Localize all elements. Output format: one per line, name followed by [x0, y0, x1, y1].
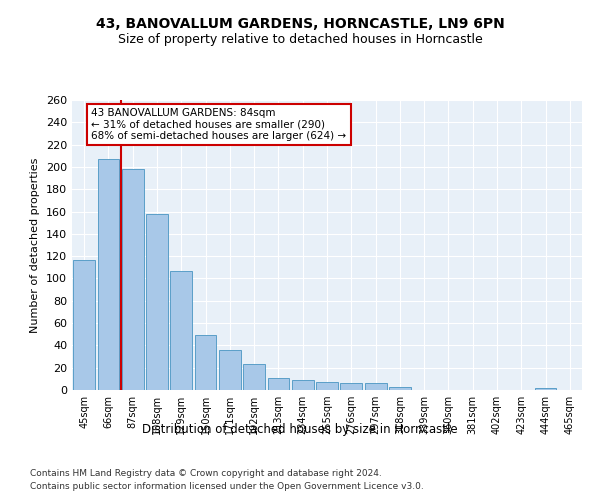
Bar — [73, 260, 95, 390]
Bar — [97, 159, 119, 390]
Bar — [146, 214, 168, 390]
Bar — [292, 380, 314, 390]
Text: Contains HM Land Registry data © Crown copyright and database right 2024.: Contains HM Land Registry data © Crown c… — [30, 469, 382, 478]
Bar — [535, 388, 556, 390]
Bar — [243, 364, 265, 390]
Y-axis label: Number of detached properties: Number of detached properties — [31, 158, 40, 332]
Text: Size of property relative to detached houses in Horncastle: Size of property relative to detached ho… — [118, 32, 482, 46]
Bar — [219, 350, 241, 390]
Bar — [122, 169, 143, 390]
Text: 43, BANOVALLUM GARDENS, HORNCASTLE, LN9 6PN: 43, BANOVALLUM GARDENS, HORNCASTLE, LN9 … — [95, 18, 505, 32]
Bar — [170, 270, 192, 390]
Text: 43 BANOVALLUM GARDENS: 84sqm
← 31% of detached houses are smaller (290)
68% of s: 43 BANOVALLUM GARDENS: 84sqm ← 31% of de… — [91, 108, 347, 141]
Bar — [365, 384, 386, 390]
Bar — [268, 378, 289, 390]
Bar — [316, 382, 338, 390]
Bar — [340, 384, 362, 390]
Bar — [194, 336, 217, 390]
Text: Distribution of detached houses by size in Horncastle: Distribution of detached houses by size … — [142, 422, 458, 436]
Bar — [389, 386, 411, 390]
Text: Contains public sector information licensed under the Open Government Licence v3: Contains public sector information licen… — [30, 482, 424, 491]
